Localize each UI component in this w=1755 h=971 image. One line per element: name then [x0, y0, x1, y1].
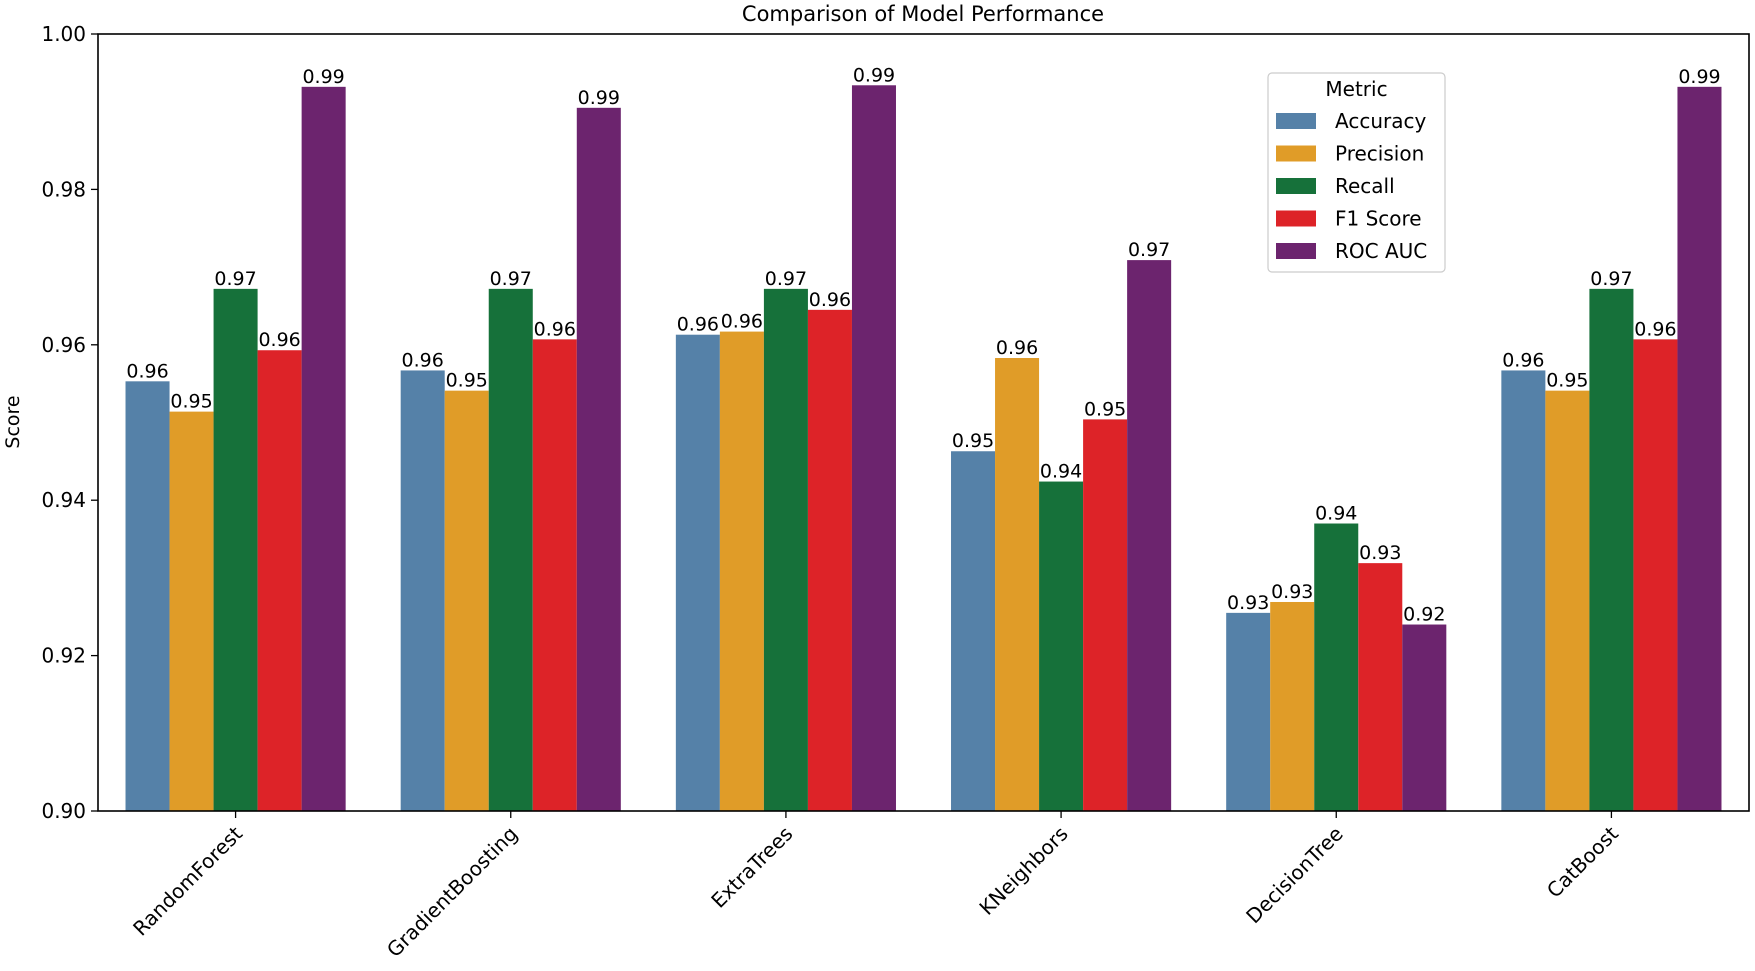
y-tick-label: 0.96: [41, 333, 86, 357]
legend-swatch-accuracy: [1276, 113, 1316, 129]
data-label: 0.96: [809, 289, 851, 311]
legend-label: Recall: [1335, 174, 1395, 198]
data-label: 0.94: [1315, 503, 1357, 525]
bar-KNeighbors-recall: [1039, 481, 1084, 811]
legend-label: Accuracy: [1335, 109, 1426, 133]
data-label: 0.99: [578, 87, 620, 109]
y-tick-label: 0.90: [41, 799, 86, 823]
data-label: 0.96: [1502, 349, 1544, 371]
data-label: 0.96: [1634, 318, 1676, 340]
bar-RandomForest-accuracy: [125, 381, 170, 811]
y-axis-label: Score: [2, 395, 24, 448]
plot-frame: [97, 33, 1750, 812]
data-label: 0.99: [1678, 66, 1720, 88]
chart-title: Comparison of Model Performance: [742, 2, 1104, 26]
data-label: 0.96: [677, 314, 719, 336]
legend-label: Precision: [1335, 142, 1424, 166]
bars-layer: 0.960.950.970.960.990.960.950.970.960.99…: [125, 64, 1722, 812]
bar-CatBoost-f1-score: [1633, 339, 1678, 811]
data-label: 0.95: [952, 430, 994, 452]
x-tick-label: DecisionTree: [1241, 822, 1348, 929]
data-label: 0.96: [402, 349, 444, 371]
legend: Metric Accuracy Precision Recall F1 Score ROC…: [1267, 72, 1446, 273]
legend-title: Metric: [1325, 77, 1387, 101]
bar-GradientBoosting-roc-auc: [576, 107, 621, 811]
data-label: 0.96: [996, 337, 1038, 359]
y-tick-label: 1.00: [41, 22, 86, 46]
y-tick-label: 0.92: [41, 644, 86, 668]
y-tick-label: 0.98: [41, 177, 86, 201]
bar-GradientBoosting-recall: [488, 288, 533, 812]
data-label: 0.95: [1084, 398, 1126, 420]
bar-CatBoost-roc-auc: [1677, 86, 1722, 811]
bar-KNeighbors-accuracy: [951, 451, 996, 811]
data-label: 0.97: [1128, 239, 1170, 261]
legend-swatch-recall: [1276, 178, 1316, 194]
x-tick-label: GradientBoosting: [382, 822, 522, 962]
bar-GradientBoosting-f1-score: [532, 339, 577, 811]
bar-DecisionTree-precision: [1270, 601, 1315, 811]
bar-RandomForest-recall: [213, 288, 258, 812]
data-label: 0.94: [1040, 461, 1082, 483]
data-label: 0.95: [1546, 370, 1588, 392]
data-label: 0.93: [1271, 581, 1313, 603]
data-label: 0.97: [490, 268, 532, 290]
data-label: 0.95: [446, 370, 488, 392]
data-label: 0.99: [302, 66, 344, 88]
bar-DecisionTree-accuracy: [1226, 612, 1271, 811]
bar-KNeighbors-precision: [995, 358, 1040, 811]
y-tick-label: 0.94: [41, 488, 86, 512]
bar-GradientBoosting-accuracy: [400, 370, 445, 811]
bar-KNeighbors-f1-score: [1083, 419, 1128, 811]
data-label: 0.95: [170, 391, 212, 413]
legend-swatch-precision: [1276, 145, 1316, 162]
x-tick-label: CatBoost: [1542, 821, 1623, 902]
bar-CatBoost-accuracy: [1501, 370, 1546, 811]
bar-ExtraTrees-precision: [719, 331, 764, 811]
legend-swatch-roc-auc: [1276, 243, 1316, 259]
legend-label: F1 Score: [1335, 207, 1422, 231]
data-label: 0.97: [214, 268, 256, 290]
bar-ExtraTrees-recall: [763, 288, 808, 812]
data-label: 0.96: [534, 318, 576, 340]
bar-ExtraTrees-f1-score: [807, 309, 852, 811]
data-label: 0.93: [1227, 592, 1269, 614]
legend-swatch-f1-score: [1276, 210, 1316, 227]
bar-RandomForest-f1-score: [257, 350, 302, 811]
x-tick-label: KNeighbors: [974, 822, 1072, 920]
data-label: 0.97: [1590, 268, 1632, 290]
legend-label: ROC AUC: [1335, 239, 1427, 263]
bar-CatBoost-precision: [1545, 390, 1590, 811]
bar-DecisionTree-recall: [1314, 523, 1359, 811]
bar-DecisionTree-roc-auc: [1402, 624, 1447, 811]
data-label: 0.96: [721, 311, 763, 333]
data-label: 0.96: [258, 329, 300, 351]
data-label: 0.93: [1359, 542, 1401, 564]
bar-ExtraTrees-accuracy: [675, 334, 720, 811]
data-label: 0.96: [126, 360, 168, 382]
bar-ExtraTrees-roc-auc: [851, 85, 896, 812]
bar-DecisionTree-f1-score: [1358, 563, 1403, 811]
bar-KNeighbors-roc-auc: [1127, 260, 1172, 811]
data-label: 0.97: [765, 268, 807, 290]
bar-GradientBoosting-precision: [444, 390, 489, 811]
x-tick-label: RandomForest: [128, 821, 247, 940]
x-tick-label: ExtraTrees: [706, 822, 797, 913]
bar-RandomForest-precision: [169, 411, 214, 811]
data-label: 0.92: [1403, 604, 1445, 626]
bar-RandomForest-roc-auc: [301, 86, 346, 811]
data-label: 0.99: [853, 64, 895, 86]
bar-CatBoost-recall: [1589, 288, 1634, 812]
